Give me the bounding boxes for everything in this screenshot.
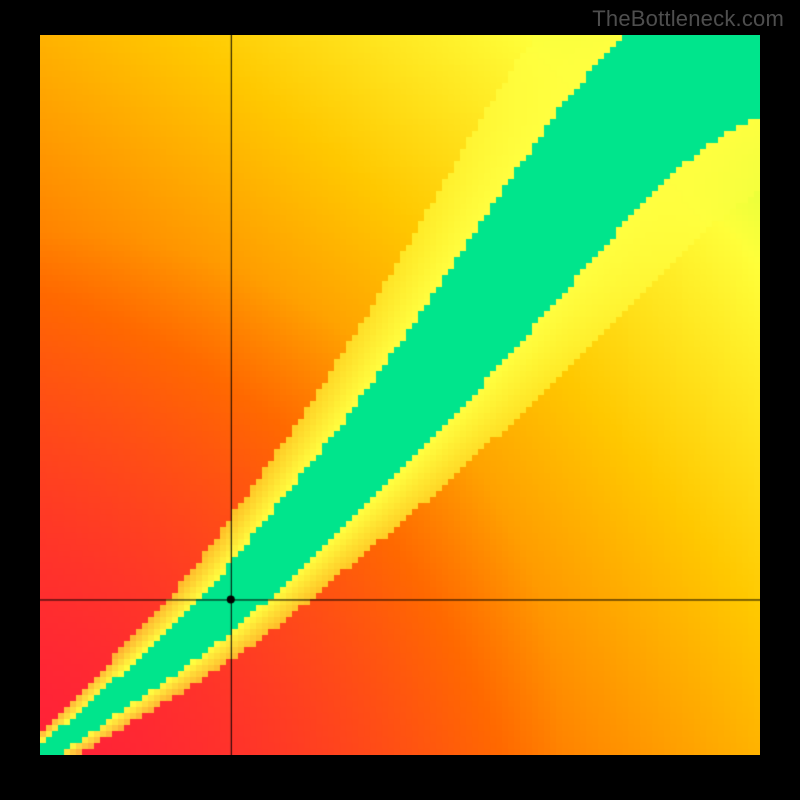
chart-container: TheBottleneck.com [0, 0, 800, 800]
watermark-text: TheBottleneck.com [592, 6, 784, 32]
bottleneck-heatmap [40, 35, 760, 755]
